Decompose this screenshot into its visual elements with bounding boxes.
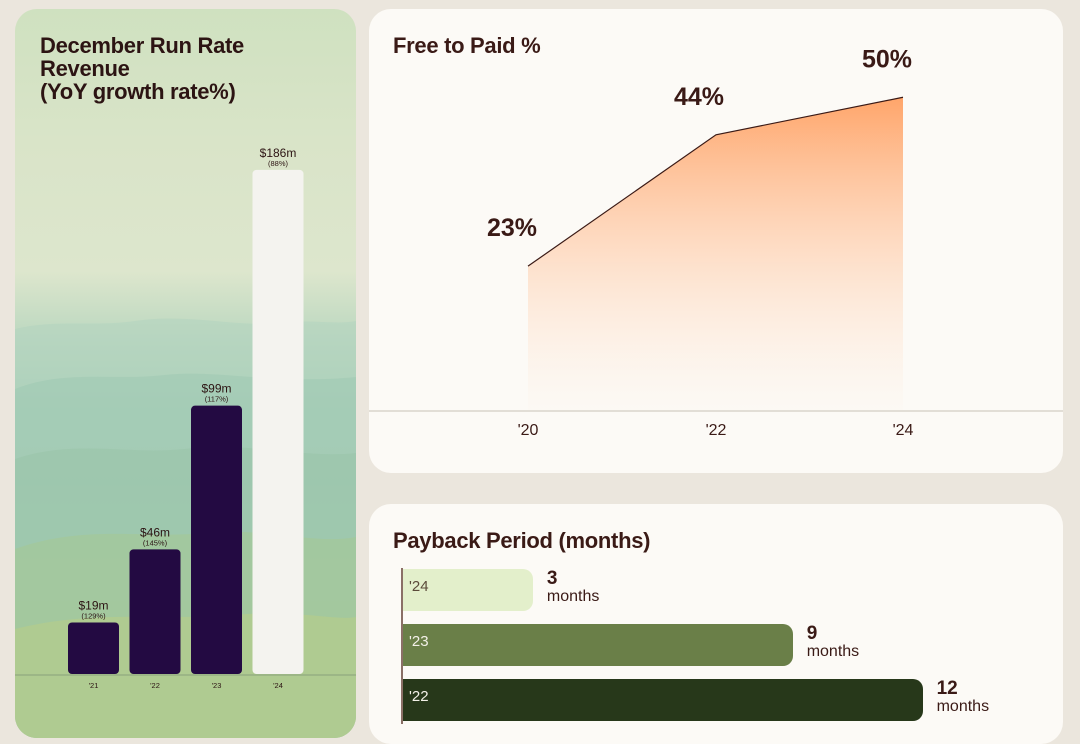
- free-to-paid-title: Free to Paid %: [393, 33, 541, 58]
- free-to-paid-value-label: 44%: [674, 83, 724, 111]
- payback-axis-line: [401, 568, 403, 724]
- free-to-paid-panel: Free to Paid % 23% '20 44% '22 50% '24: [369, 9, 1063, 473]
- payback-value-number: 12: [936, 678, 958, 699]
- revenue-tick-label: '23: [212, 681, 222, 690]
- free-to-paid-area: [528, 97, 903, 410]
- payback-title: Payback Period (months): [393, 528, 651, 553]
- revenue-bar: [252, 169, 304, 674]
- payback-bar: '24: [403, 569, 533, 611]
- revenue-title-line-1: December Run Rate: [40, 33, 244, 58]
- payback-value-unit: months: [806, 643, 860, 660]
- payback-value-unit: months: [936, 698, 990, 715]
- revenue-bar: [191, 405, 242, 674]
- payback-category-label: '23: [409, 633, 429, 650]
- revenue-bar-chart: $19m(129%) '21 $46m(145%) '22 $99m(117%) '23 $…: [15, 146, 356, 690]
- payback-value-number: 3: [546, 568, 558, 589]
- free-to-paid-area-chart: 23% '20 44% '22 50% '24: [369, 45, 1063, 439]
- free-to-paid-line: [527, 96, 904, 267]
- revenue-panel: December Run Rate Revenue (YoY growth ra…: [15, 9, 356, 738]
- payback-category-label: '22: [409, 688, 429, 705]
- revenue-growth-label: (145%): [143, 538, 168, 547]
- revenue-bar: [129, 549, 181, 674]
- revenue-tick-label: '22: [150, 681, 160, 690]
- revenue-title-line-2: Revenue: [40, 56, 130, 81]
- payback-value-label: 12 months: [936, 678, 990, 716]
- free-to-paid-value-label: 23%: [487, 214, 537, 242]
- free-to-paid-tick-label: '20: [518, 422, 539, 439]
- revenue-growth-label: (117%): [205, 395, 229, 404]
- payback-value-label: 9 months: [806, 623, 860, 661]
- revenue-value-label: $99m: [201, 382, 231, 396]
- revenue-chart-title: December Run Rate Revenue (YoY growth ra…: [40, 34, 340, 103]
- revenue-growth-label: (88%): [268, 159, 289, 168]
- revenue-tick-label: '21: [89, 681, 99, 690]
- revenue-title-line-3: (YoY growth rate%): [40, 79, 236, 104]
- free-to-paid-value-label: 50%: [862, 45, 912, 73]
- payback-category-label: '24: [409, 578, 429, 595]
- payback-value-label: 3 months: [546, 568, 600, 606]
- revenue-value-label: $186m: [260, 146, 297, 160]
- revenue-bar: [68, 622, 119, 674]
- payback-value-unit: months: [546, 588, 600, 605]
- revenue-growth-label: (129%): [81, 612, 106, 621]
- payback-value-number: 9: [806, 623, 818, 644]
- free-to-paid-tick-label: '24: [893, 422, 914, 439]
- revenue-value-label: $46m: [140, 525, 170, 539]
- free-to-paid-tick-label: '22: [706, 422, 727, 439]
- payback-bar: '23: [403, 624, 793, 666]
- payback-panel: Payback Period (months) '24 3 months '23 9 mo…: [369, 504, 1063, 744]
- payback-bar: '22: [403, 679, 923, 721]
- revenue-value-label: $19m: [78, 599, 108, 613]
- revenue-tick-label: '24: [273, 681, 283, 690]
